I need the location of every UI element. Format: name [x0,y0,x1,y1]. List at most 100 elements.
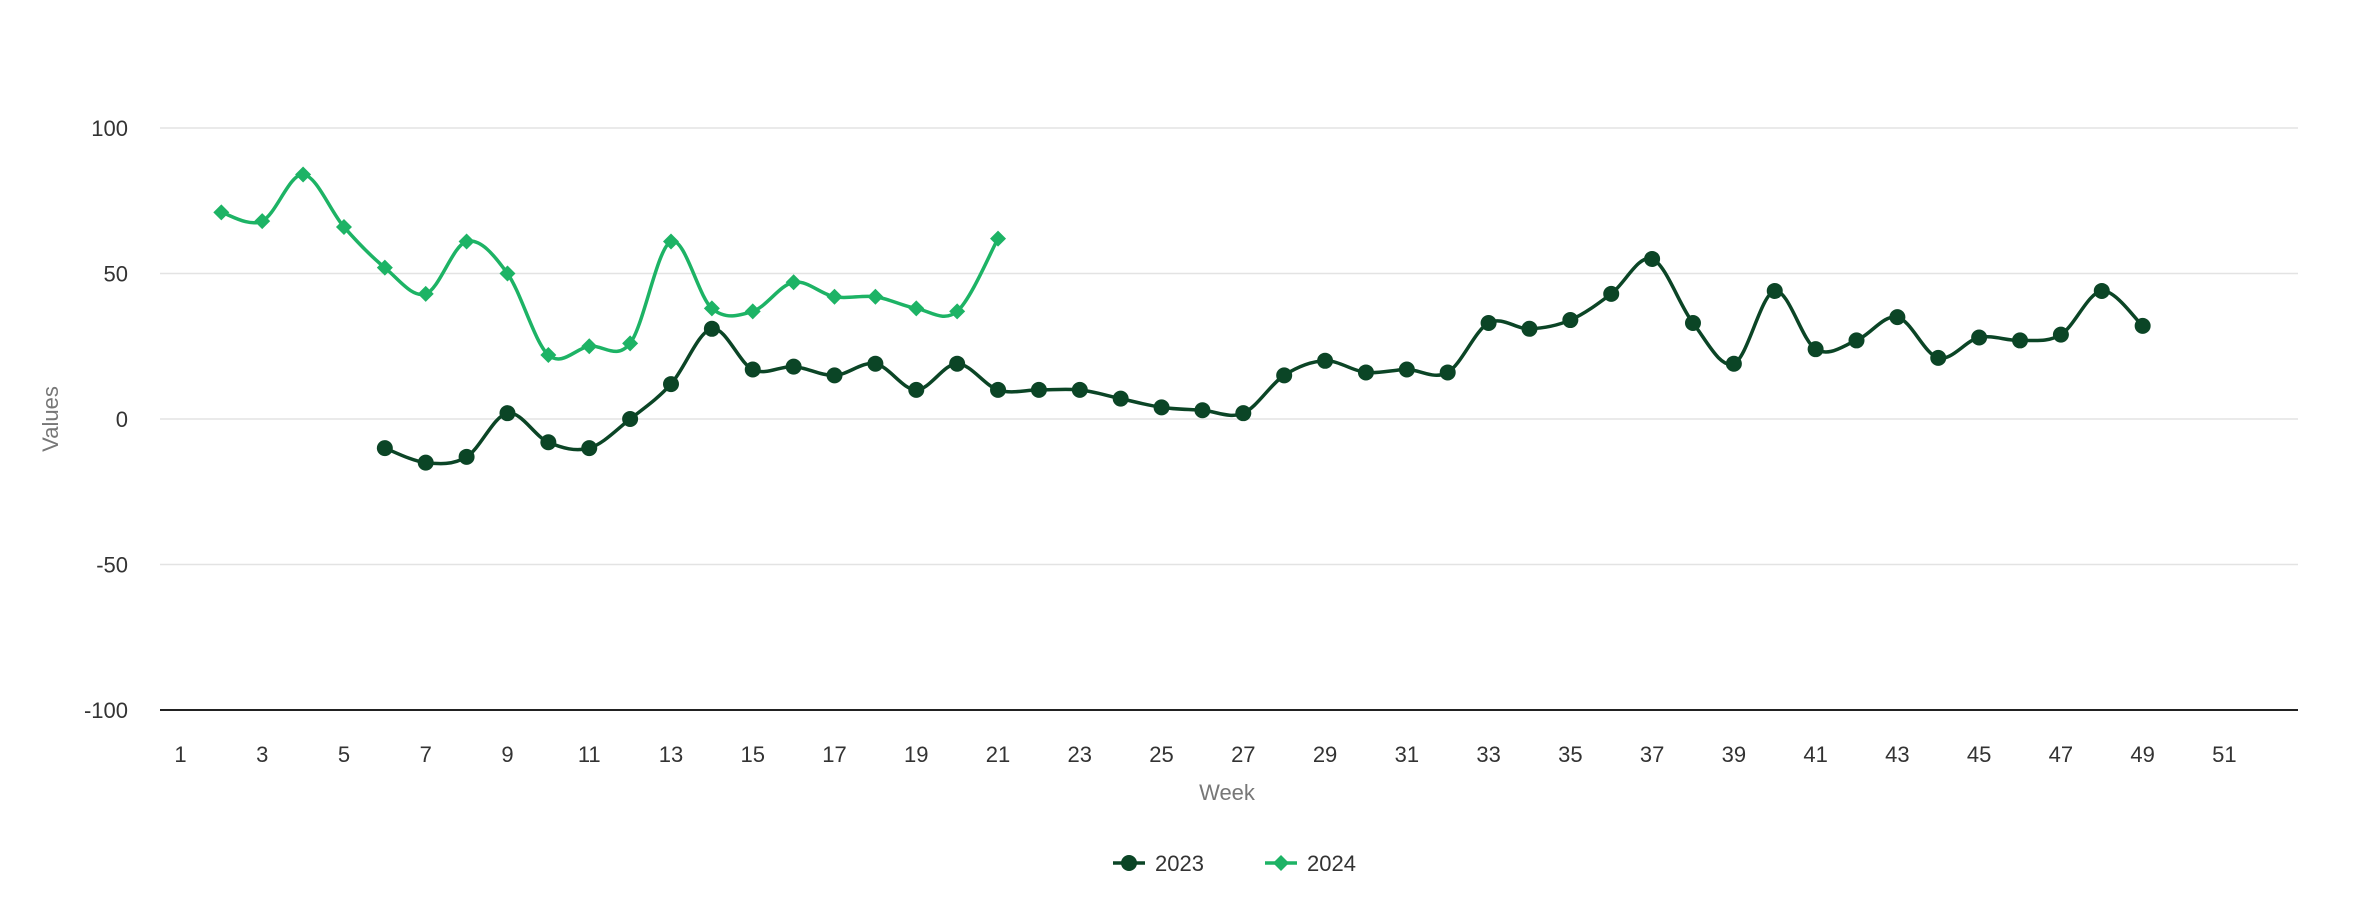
data-point[interactable] [908,381,925,398]
series-2023 [376,250,2151,471]
data-point[interactable] [1439,364,1456,381]
data-point[interactable] [213,204,230,221]
data-point[interactable] [417,285,434,302]
x-tick-label: 7 [420,742,432,767]
legend-marker-icon [1273,855,1289,871]
data-point[interactable] [2093,282,2110,299]
data-point[interactable] [703,300,720,317]
data-point[interactable] [1562,312,1579,329]
data-point[interactable] [1276,367,1293,384]
x-tick-label: 5 [338,742,350,767]
data-point[interactable] [867,355,884,372]
data-point[interactable] [1644,250,1661,267]
data-point[interactable] [335,218,352,235]
x-tick-label: 45 [1967,742,1991,767]
data-point[interactable] [662,376,679,393]
data-point[interactable] [990,381,1007,398]
data-point[interactable] [458,448,475,465]
series-line-2024 [219,172,1000,361]
data-point[interactable] [1889,309,1906,326]
data-point[interactable] [1030,381,1047,398]
data-point[interactable] [2012,332,2029,349]
x-tick-label: 43 [1885,742,1909,767]
data-point[interactable] [1153,399,1170,416]
data-point[interactable] [295,166,312,183]
data-point[interactable] [1071,381,1088,398]
data-point[interactable] [1971,329,1988,346]
x-tick-label: 39 [1722,742,1746,767]
x-tick-label: 51 [2212,742,2236,767]
data-point[interactable] [622,335,639,352]
data-point[interactable] [1930,349,1947,366]
x-tick-label: 23 [1068,742,1092,767]
x-tick-label: 47 [2049,742,2073,767]
data-point[interactable] [744,361,761,378]
data-point[interactable] [1317,352,1334,369]
data-point[interactable] [376,259,393,276]
x-tick-label: 37 [1640,742,1664,767]
data-point[interactable] [499,405,516,422]
data-point[interactable] [458,233,475,250]
data-point[interactable] [254,213,271,230]
data-point[interactable] [744,303,761,320]
y-tick-label: -100 [84,698,128,723]
x-tick-label: 1 [174,742,186,767]
x-tick-label: 33 [1476,742,1500,767]
data-point[interactable] [417,454,434,471]
x-tick-label: 35 [1558,742,1582,767]
x-tick-label: 27 [1231,742,1255,767]
data-point[interactable] [785,358,802,375]
data-point[interactable] [2134,317,2151,334]
x-tick-label: 41 [1803,742,1827,767]
x-tick-label: 11 [578,742,601,767]
data-point[interactable] [785,274,802,291]
x-tick-label: 17 [822,742,846,767]
data-point[interactable] [662,233,679,250]
data-point[interactable] [540,346,557,363]
data-point[interactable] [1603,285,1620,302]
legend-item-2023[interactable]: 2023 [1113,851,1204,876]
y-tick-label: 100 [91,116,128,141]
legend[interactable]: 2023 2024 [1113,851,1356,876]
x-tick-label: 21 [986,742,1010,767]
data-point[interactable] [949,355,966,372]
data-point[interactable] [826,288,843,305]
legend-marker-icon [1121,855,1137,871]
data-point[interactable] [499,265,516,282]
data-point[interactable] [622,411,639,427]
data-point[interactable] [376,440,393,457]
y-tick-label: 50 [104,262,128,287]
data-point[interactable] [581,440,598,457]
data-point[interactable] [1357,364,1374,381]
data-point[interactable] [867,288,884,305]
legend-label: 2024 [1307,851,1356,876]
x-tick-label: 29 [1313,742,1337,767]
legend-item-2024[interactable]: 2024 [1265,851,1356,876]
data-point[interactable] [1766,282,1783,299]
data-point[interactable] [1480,314,1497,331]
data-point[interactable] [949,303,966,320]
data-point[interactable] [703,320,720,337]
data-point[interactable] [540,434,557,451]
data-point[interactable] [1112,390,1129,407]
data-point[interactable] [990,230,1007,247]
data-point[interactable] [1807,341,1824,358]
data-point[interactable] [2052,326,2069,343]
x-tick-label: 25 [1149,742,1173,767]
data-point[interactable] [1725,355,1742,372]
data-point[interactable] [1521,320,1538,337]
data-point[interactable] [826,367,843,384]
x-tick-label: 15 [741,742,765,767]
data-point[interactable] [1235,405,1252,422]
data-point[interactable] [1398,361,1415,378]
data-point[interactable] [1684,314,1701,331]
data-point[interactable] [1194,402,1211,419]
data-point[interactable] [1848,332,1865,349]
y-tick-label: 0 [116,407,128,432]
x-axis-title: Week [1199,780,1256,805]
x-tick-label: 3 [256,742,268,767]
data-point[interactable] [908,300,925,317]
data-point[interactable] [581,338,598,355]
